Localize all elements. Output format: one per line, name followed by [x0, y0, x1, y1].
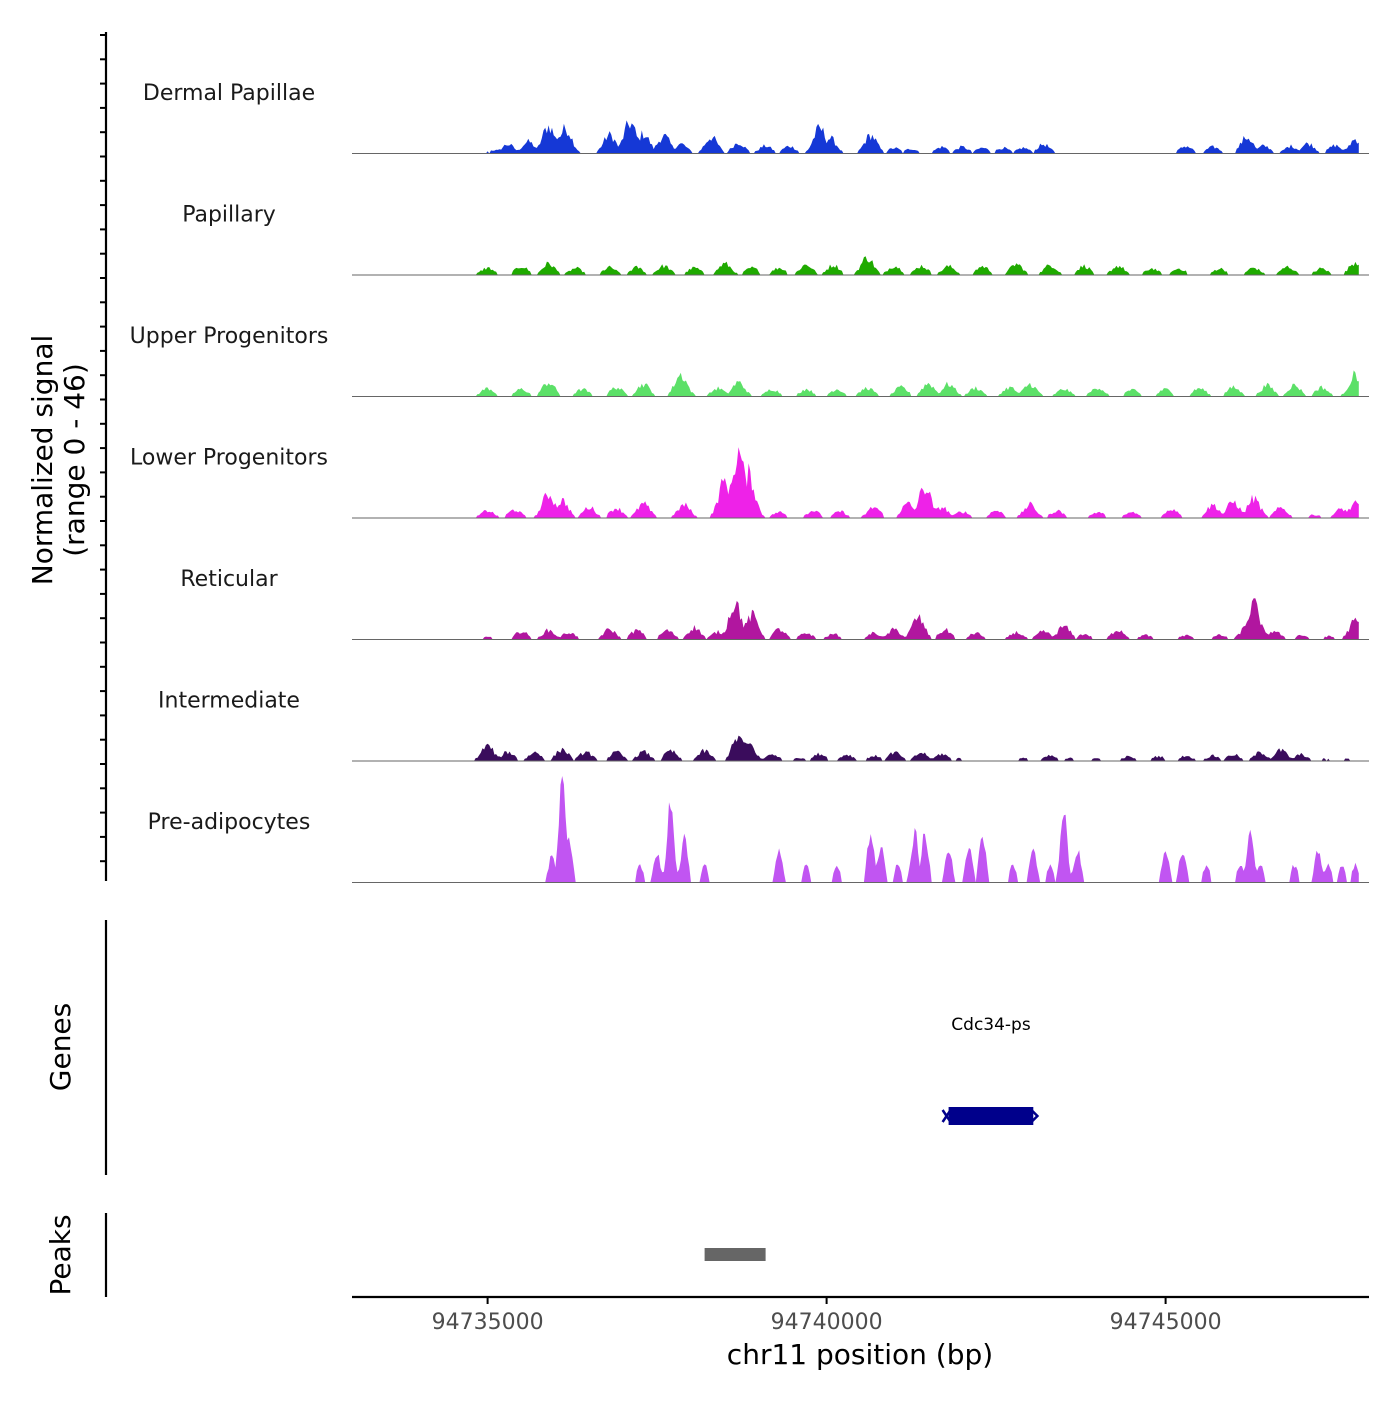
- x-axis-title: chr11 position (bp): [727, 1338, 993, 1371]
- genes-track: Cdc34-ps: [941, 1015, 1040, 1125]
- track-dermal-papillae: Dermal Papillae: [143, 81, 1369, 154]
- track-label: Papillary: [182, 203, 276, 228]
- gene-body: [948, 1107, 1034, 1125]
- coverage-tracks: Dermal Papillae Papillary Upper Progenitor…: [130, 81, 1369, 883]
- track-label: Reticular: [180, 567, 278, 592]
- gene-end-marker: [1030, 1109, 1040, 1123]
- track-label: Intermediate: [158, 689, 300, 714]
- peaks-track-title: Peaks: [44, 1214, 77, 1295]
- gene-strand-marker: [941, 1109, 952, 1123]
- track-upper-progenitors: Upper Progenitors: [130, 324, 1369, 397]
- signal-axis-ticks: [100, 34, 106, 863]
- peaks-track: [704, 1248, 766, 1261]
- x-tick-label: 94740000: [771, 1310, 883, 1335]
- track-intermediate: Intermediate: [158, 689, 1369, 762]
- track-label: Dermal Papillae: [143, 81, 315, 106]
- peak-region: [704, 1248, 766, 1261]
- track-label: Lower Progenitors: [130, 446, 328, 471]
- signal-area: [467, 120, 1359, 154]
- signal-area: [467, 370, 1359, 397]
- signal-area: [467, 598, 1359, 640]
- track-pre-adipocytes: Pre-adipocytes: [148, 776, 1369, 883]
- track-lower-progenitors: Lower Progenitors: [130, 446, 1369, 519]
- track-label: Upper Progenitors: [130, 324, 329, 349]
- x-tick-label: 94745000: [1110, 1310, 1222, 1335]
- y-axis-title-line1: Normalized signal: [26, 335, 59, 586]
- x-tick-label: 94735000: [432, 1310, 544, 1335]
- signal-area: [467, 776, 1359, 883]
- x-axis-ticks: 94735000 94740000 94745000: [432, 1297, 1222, 1335]
- gene-label: Cdc34-ps: [951, 1015, 1031, 1035]
- genes-track-title: Genes: [44, 1003, 77, 1091]
- track-papillary: Papillary: [182, 203, 1369, 276]
- y-axis-title-line2: (range 0 - 46): [58, 363, 91, 557]
- signal-area: [467, 256, 1359, 275]
- signal-area: [467, 447, 1359, 518]
- signal-area: [467, 735, 1359, 761]
- track-reticular: Reticular: [180, 567, 1369, 640]
- track-label: Pre-adipocytes: [148, 810, 311, 835]
